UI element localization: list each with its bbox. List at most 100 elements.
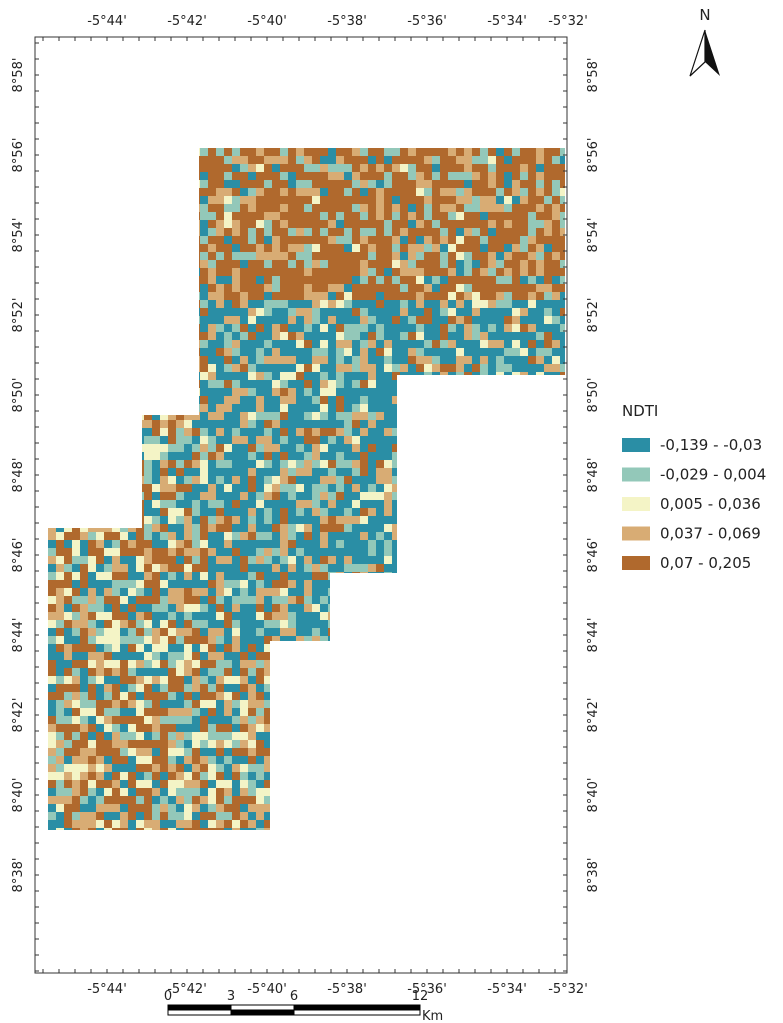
raster-cell: [160, 660, 168, 668]
raster-cell: [400, 356, 408, 364]
raster-cell: [200, 732, 208, 740]
raster-cell: [464, 316, 472, 324]
raster-cell: [312, 388, 320, 396]
raster-cell: [336, 372, 344, 380]
raster-cell: [352, 260, 360, 268]
raster-cell: [216, 548, 224, 556]
raster-cell: [184, 644, 192, 652]
raster-cell: [504, 212, 512, 220]
raster-cell: [216, 508, 224, 516]
raster-cell: [336, 404, 344, 412]
raster-cell: [232, 492, 240, 500]
raster-cell: [224, 444, 232, 452]
raster-cell: [456, 156, 464, 164]
raster-cell: [224, 588, 232, 596]
raster-cell: [304, 580, 312, 588]
raster-cell: [88, 588, 96, 596]
raster-cell: [240, 756, 248, 764]
raster-cell: [232, 308, 240, 316]
raster-cell: [528, 156, 536, 164]
raster-cell: [264, 628, 272, 636]
raster-cell: [312, 532, 320, 540]
raster-cell: [424, 220, 432, 228]
raster-cell: [312, 284, 320, 292]
raster-cell: [72, 644, 80, 652]
raster-cell: [320, 292, 328, 300]
raster-cell: [72, 612, 80, 620]
raster-cell: [208, 588, 216, 596]
raster-cell: [248, 676, 256, 684]
raster-cell: [264, 204, 272, 212]
raster-cell: [408, 236, 416, 244]
raster-cell: [368, 492, 376, 500]
raster-cell: [240, 212, 248, 220]
raster-cell: [272, 516, 280, 524]
raster-cell: [424, 228, 432, 236]
raster-cell: [376, 156, 384, 164]
raster-cell: [240, 644, 248, 652]
raster-cell: [288, 212, 296, 220]
raster-cell: [320, 204, 328, 212]
raster-cell: [64, 716, 72, 724]
raster-cell: [328, 540, 336, 548]
raster-cell: [272, 292, 280, 300]
raster-cell: [168, 580, 176, 588]
raster-cell: [208, 556, 216, 564]
raster-cell: [536, 252, 544, 260]
raster-cell: [232, 404, 240, 412]
raster-cell: [472, 348, 480, 356]
raster-cell: [224, 700, 232, 708]
raster-cell: [128, 684, 136, 692]
raster-cell: [344, 404, 352, 412]
raster-cell: [48, 540, 56, 548]
raster-cell: [216, 668, 224, 676]
raster-cell: [144, 724, 152, 732]
raster-cell: [304, 492, 312, 500]
raster-cell: [320, 428, 328, 436]
raster-cell: [224, 684, 232, 692]
raster-cell: [168, 716, 176, 724]
raster-cell: [352, 220, 360, 228]
raster-cell: [176, 444, 184, 452]
raster-cell: [488, 340, 496, 348]
raster-cell: [208, 676, 216, 684]
raster-cell: [376, 364, 384, 372]
raster-cell: [136, 572, 144, 580]
raster-cell: [352, 388, 360, 396]
raster-cell: [192, 636, 200, 644]
raster-cell: [384, 420, 392, 428]
raster-cell: [304, 308, 312, 316]
raster-cell: [168, 708, 176, 716]
raster-cell: [240, 500, 248, 508]
raster-cell: [56, 628, 64, 636]
raster-cell: [224, 388, 232, 396]
raster-cell: [208, 164, 216, 172]
raster-cell: [424, 340, 432, 348]
raster-cell: [520, 348, 528, 356]
raster-cell: [48, 684, 56, 692]
raster-cell: [256, 340, 264, 348]
raster-cell: [232, 564, 240, 572]
raster-cell: [216, 276, 224, 284]
raster-cell: [424, 300, 432, 308]
raster-cell: [384, 148, 392, 156]
raster-cell: [248, 604, 256, 612]
raster-cell: [544, 300, 552, 308]
raster-cell: [184, 540, 192, 548]
raster-cell: [464, 164, 472, 172]
raster-cell: [248, 620, 256, 628]
raster-cell: [176, 588, 184, 596]
raster-cell: [144, 732, 152, 740]
raster-cell: [216, 412, 224, 420]
raster-cell: [368, 172, 376, 180]
raster-cell: [312, 348, 320, 356]
raster-cell: [360, 420, 368, 428]
raster-cell: [464, 204, 472, 212]
raster-cell: [176, 652, 184, 660]
raster-cell: [368, 188, 376, 196]
raster-cell: [280, 612, 288, 620]
raster-cell: [184, 556, 192, 564]
raster-cell: [296, 508, 304, 516]
raster-cell: [312, 436, 320, 444]
raster-cell: [216, 684, 224, 692]
